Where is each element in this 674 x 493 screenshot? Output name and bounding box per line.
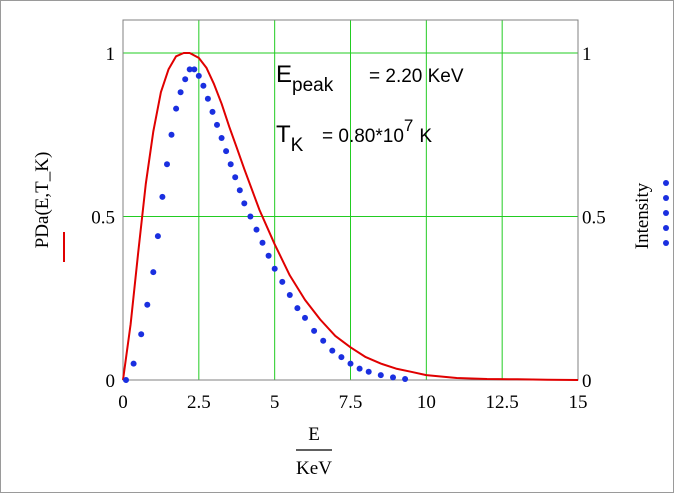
intensity-point xyxy=(200,82,207,89)
y-right-tick-label: 0 xyxy=(582,371,592,392)
intensity-point xyxy=(347,360,354,367)
y-left-tick-label: 1 xyxy=(106,44,116,65)
intensity-point xyxy=(320,337,327,344)
intensity-point xyxy=(286,292,293,298)
legend-dot xyxy=(663,225,669,231)
y-right-tick-label: 0.5 xyxy=(582,208,606,229)
x-tick-label: 7.5 xyxy=(339,392,363,413)
intensity-point xyxy=(173,105,180,112)
intensity-point xyxy=(223,148,230,155)
series-layer xyxy=(122,52,579,383)
y-left-tick-label: 0.5 xyxy=(91,208,115,229)
intensity-point xyxy=(236,187,243,194)
epeak-value: = 2.20 KeV xyxy=(369,66,464,87)
epeak-label: Epeak xyxy=(276,61,334,96)
intensity-point xyxy=(209,108,216,115)
intensity-point xyxy=(186,66,193,73)
y-axis-label-right: Intensity xyxy=(632,182,653,249)
x-tick-label: 10 xyxy=(417,392,436,413)
x-tick-label: 12.5 xyxy=(486,392,519,413)
x-tick-label: 5 xyxy=(270,392,280,413)
intensity-point xyxy=(138,331,145,338)
intensity-point xyxy=(232,174,239,181)
intensity-point xyxy=(204,95,211,102)
series-line-pda xyxy=(122,52,579,381)
intensity-point xyxy=(130,360,137,367)
x-axis-label-denominator: KeV xyxy=(296,458,332,479)
intensity-point xyxy=(311,327,318,334)
y-left-tick-label: 0 xyxy=(106,371,116,392)
intensity-point xyxy=(365,368,372,375)
tk-label: TK xyxy=(276,121,304,156)
intensity-point xyxy=(227,161,234,168)
x-axis-label-numerator: E xyxy=(308,424,320,445)
intensity-point xyxy=(214,121,220,128)
intensity-point xyxy=(377,372,384,379)
intensity-point xyxy=(177,89,184,96)
intensity-point xyxy=(159,193,166,200)
tk-value: = 0.80*107K xyxy=(322,116,432,147)
legend-dot xyxy=(663,180,669,186)
intensity-point xyxy=(182,76,189,83)
legend-dot xyxy=(663,240,669,246)
x-tick-label: 2.5 xyxy=(187,392,211,413)
y-right-tick-label: 1 xyxy=(582,44,592,65)
intensity-point xyxy=(195,72,202,79)
y-axis-label-left: PDa(E,T_K) xyxy=(32,152,53,249)
legend-dot xyxy=(663,195,669,201)
intensity-point xyxy=(150,269,157,276)
intensity-point xyxy=(154,233,161,240)
legend-dots-swatch xyxy=(663,180,669,246)
intensity-point xyxy=(259,239,266,246)
intensity-point xyxy=(191,66,198,73)
intensity-point xyxy=(402,376,409,382)
intensity-point xyxy=(253,226,260,233)
x-tick-label: 0 xyxy=(118,392,128,413)
intensity-point xyxy=(241,200,248,207)
x-tick-label: 15 xyxy=(569,392,588,413)
intensity-point xyxy=(247,213,254,220)
intensity-point xyxy=(390,374,396,381)
intensity-point xyxy=(356,365,363,372)
intensity-point xyxy=(218,135,225,141)
plot-border xyxy=(122,19,579,381)
intensity-point xyxy=(329,347,336,354)
intensity-point xyxy=(144,301,151,308)
intensity-point xyxy=(294,305,301,312)
intensity-point xyxy=(279,278,286,285)
intensity-point xyxy=(164,161,170,168)
intensity-point xyxy=(271,265,278,272)
grid xyxy=(123,20,578,380)
intensity-point xyxy=(265,252,272,259)
intensity-point xyxy=(338,354,345,361)
intensity-point xyxy=(168,131,175,138)
intensity-point xyxy=(302,314,308,321)
intensity-point xyxy=(123,377,129,383)
legend-dot xyxy=(663,210,669,216)
